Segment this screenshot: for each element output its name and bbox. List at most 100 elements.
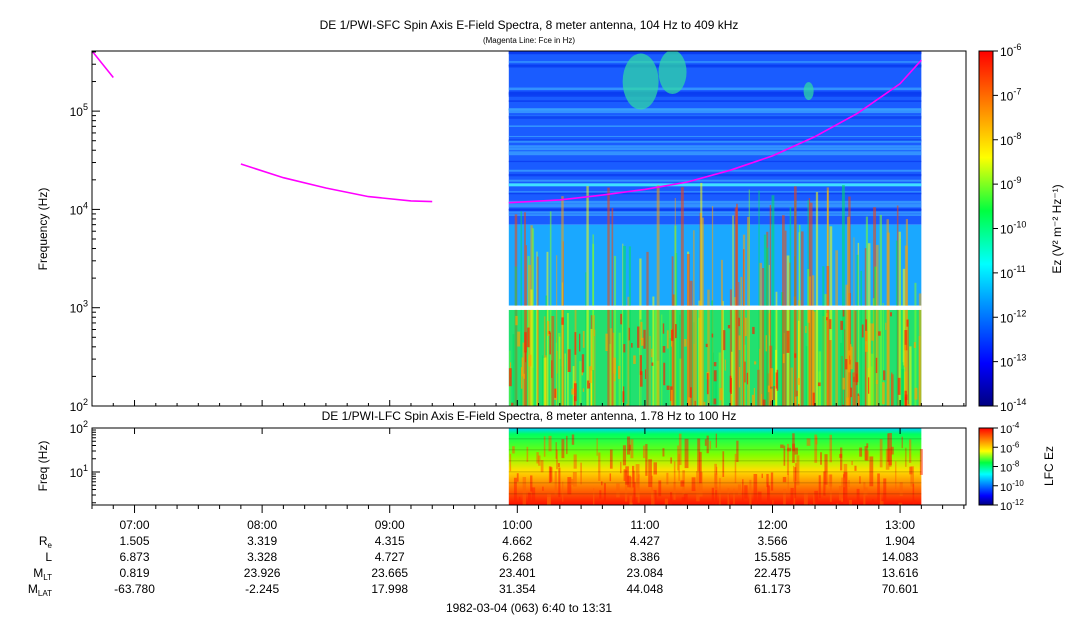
sfc-burst (846, 397, 849, 406)
sfc-burst (572, 366, 575, 406)
lfc-burst (737, 484, 741, 495)
sfc-burst (637, 326, 640, 348)
sfc-burst (738, 367, 741, 388)
lfc-burst (722, 451, 725, 477)
ephemeris-value: 61.173 (754, 582, 791, 596)
lfc-burst (783, 445, 786, 466)
lfc-burst (727, 488, 730, 505)
lfc-burst (633, 470, 635, 504)
sfc-burst (543, 357, 547, 406)
sfc-burst (587, 380, 591, 389)
sfc-burst (724, 359, 726, 371)
lfc-burst (851, 460, 853, 466)
sfc-burst (628, 246, 631, 406)
sfc-emission-blob (803, 82, 814, 101)
sfc-burst (729, 289, 732, 406)
sfc-burst (740, 276, 743, 406)
sfc-burst (875, 357, 878, 374)
sfc-burst (856, 254, 859, 406)
ephemeris-value: -63.780 (114, 582, 155, 596)
sfc-burst (872, 298, 875, 406)
lfc-burst (635, 464, 640, 498)
sfc-burst (871, 323, 874, 341)
top-colorbar-tick-label: 10-6 (1000, 42, 1021, 59)
sfc-burst (640, 337, 644, 346)
bottom-spectrogram (508, 428, 923, 505)
sfc-burst (520, 367, 523, 389)
sfc-burst (811, 275, 815, 406)
sfc-burst (887, 232, 890, 406)
sfc-burst (797, 378, 800, 386)
ephemeris-value: 23.665 (371, 566, 408, 580)
lfc-burst (912, 483, 915, 505)
time-tick-label: 12:00 (757, 518, 787, 532)
sfc-burst (857, 395, 860, 406)
lfc-burst (714, 463, 717, 491)
sfc-burst (789, 262, 791, 406)
lfc-burst (548, 466, 552, 483)
lfc-burst (680, 480, 685, 487)
lfc-burst (795, 481, 800, 486)
lfc-stripe (508, 482, 922, 484)
sfc-stripe (508, 51, 922, 54)
sfc-burst (904, 344, 907, 368)
lfc-burst (609, 473, 612, 482)
lfc-burst (596, 438, 598, 456)
lfc-burst (796, 455, 800, 483)
ephemeris-row-label: Re (39, 534, 53, 550)
sfc-burst (890, 312, 893, 317)
top-panel-subtitle: (Magenta Line: Fce in Hz) (483, 36, 575, 45)
sfc-burst (753, 387, 756, 406)
lfc-burst (651, 475, 653, 499)
sfc-burst (622, 245, 626, 406)
sfc-burst (556, 350, 558, 374)
sfc-burst (684, 339, 687, 347)
lfc-burst (838, 485, 843, 501)
sfc-burst (548, 330, 551, 334)
sfc-burst (561, 196, 564, 406)
lfc-burst (757, 491, 762, 504)
lfc-burst (895, 461, 897, 490)
lfc-burst (843, 472, 848, 505)
sfc-stripe (508, 87, 922, 91)
lfc-burst (547, 493, 551, 505)
lfc-burst (786, 443, 790, 475)
ephemeris-value: 6.268 (502, 550, 532, 564)
sfc-burst (703, 401, 706, 406)
lfc-burst (794, 467, 797, 499)
sfc-burst (852, 372, 855, 406)
lfc-burst (526, 446, 529, 462)
sfc-emission-blob (622, 53, 659, 110)
lfc-burst (803, 490, 808, 505)
sfc-burst (700, 182, 703, 406)
lfc-burst (780, 444, 784, 449)
lfc-burst (598, 452, 601, 481)
lfc-burst (653, 490, 657, 503)
lfc-burst (854, 465, 857, 471)
lfc-burst (901, 436, 903, 449)
lfc-burst (554, 471, 557, 495)
lfc-burst (513, 477, 517, 503)
lfc-burst (864, 446, 868, 461)
lfc-burst (648, 459, 652, 488)
sfc-burst (738, 335, 741, 351)
sfc-burst (694, 400, 696, 406)
lfc-burst (859, 447, 863, 457)
sfc-burst (882, 382, 885, 405)
lfc-burst (814, 434, 818, 463)
sfc-stripe (508, 211, 922, 214)
ephemeris-value: 17.998 (371, 582, 408, 596)
sfc-stripe (508, 94, 922, 97)
lfc-burst (664, 498, 669, 505)
sfc-stripe (508, 208, 922, 212)
sfc-burst (528, 354, 532, 367)
lfc-burst (678, 433, 682, 465)
lfc-burst (719, 478, 721, 505)
lfc-burst (627, 436, 631, 455)
ephemeris-row-label: L (45, 550, 52, 564)
sfc-burst (845, 359, 848, 370)
sfc-burst (573, 383, 577, 402)
sfc-burst (853, 376, 855, 382)
sfc-burst (826, 313, 828, 321)
